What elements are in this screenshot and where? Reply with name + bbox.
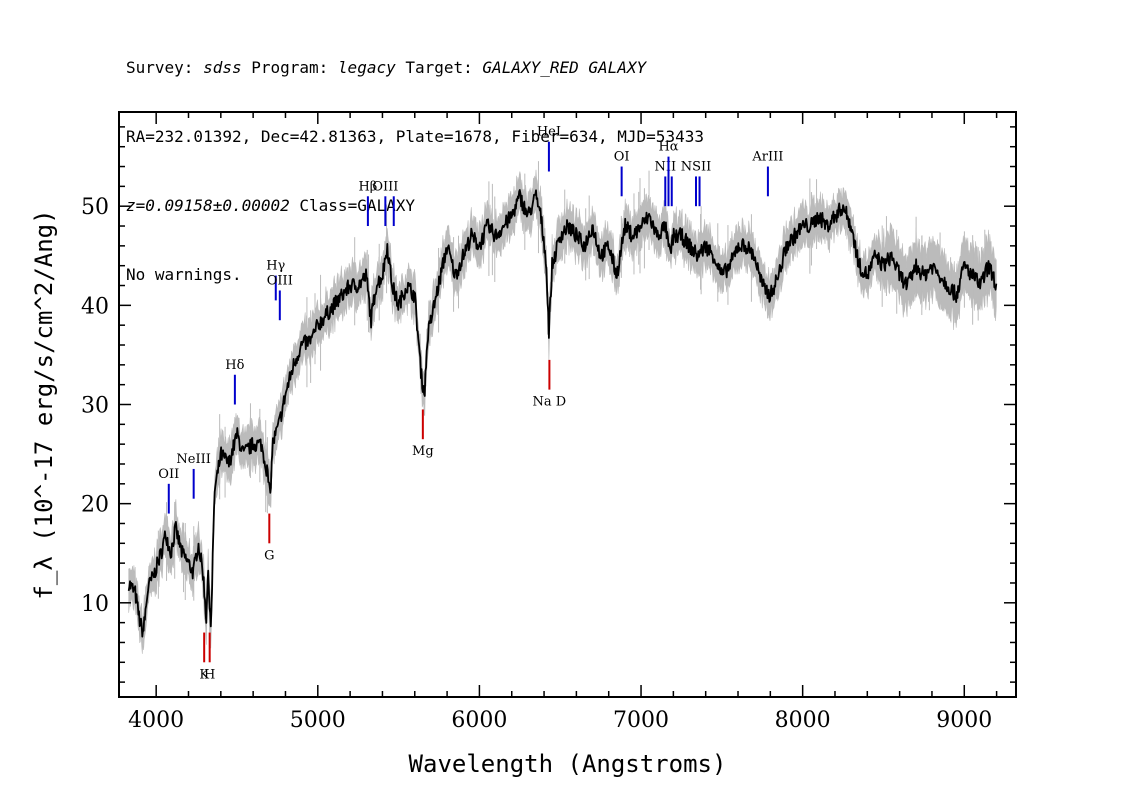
y-tick-label: 40 <box>81 294 109 319</box>
header-text-segment: z=0.09158±0.00002 <box>126 196 290 215</box>
spectral-line-markers: OIINeIIIHδHγOIIIHβOIIIHeIOINIIHαNSIIArII… <box>158 125 783 683</box>
header-line-warnings: No warnings. <box>126 263 704 286</box>
header-text-segment: Program: <box>241 58 338 77</box>
emission-line-label: OIII <box>267 273 293 288</box>
x-tick-label: 7000 <box>613 708 669 733</box>
header-text-segment: RA=232.01392, Dec=42.81363, Plate=1678, … <box>126 127 704 146</box>
emission-line-label: NeIII <box>176 452 210 467</box>
emission-line-label: Hβ <box>358 179 377 194</box>
plot-frame <box>118 111 1017 698</box>
header-text-segment: Target: <box>395 58 483 77</box>
x-tick-label: 9000 <box>936 708 992 733</box>
absorption-line-label: Mg <box>412 444 434 459</box>
emission-line-label: NSII <box>681 159 712 174</box>
flux-line <box>127 189 998 638</box>
header-text-segment: GALAXY_RED GALAXY <box>482 58 647 77</box>
header-text-segment: No warnings. <box>126 265 242 284</box>
emission-line-label: Hδ <box>225 358 244 373</box>
y-tick-label: 30 <box>81 394 109 419</box>
x-tick-label: 5000 <box>290 708 346 733</box>
noise-band-area <box>128 169 997 654</box>
flux-series <box>127 189 998 638</box>
absorption-line-label: G <box>264 548 274 563</box>
emission-line-label: ArIII <box>751 150 783 165</box>
header-text-segment: sdss <box>203 58 242 77</box>
emission-line-label: OII <box>158 467 179 482</box>
absorption-line-label: Na D <box>533 395 567 410</box>
emission-line-label: OIII <box>372 179 398 194</box>
emission-line-label: NII <box>654 159 676 174</box>
axis-ticks: 4000 5000 6000 7000 8000 9000 10 20 30 40 50 <box>81 112 1016 733</box>
x-tick-label: 4000 <box>128 708 184 733</box>
header-line-coordinates: RA=232.01392, Dec=42.81363, Plate=1678, … <box>126 125 704 148</box>
spectrum-header: Survey: sdss Program: legacy Target: GAL… <box>126 10 704 309</box>
y-tick-label: 20 <box>81 493 109 518</box>
x-tick-label: 6000 <box>451 708 507 733</box>
emission-line-label: HeI <box>537 125 561 140</box>
header-text-segment: Survey: <box>126 58 204 77</box>
emission-line-label: OI <box>614 150 630 165</box>
absorption-line-label: H <box>204 667 215 682</box>
absorption-line-label: K <box>199 667 209 682</box>
y-axis-label: f_λ (10^-17 erg/s/cm^2/Ang) <box>30 209 58 599</box>
header-text-segment: legacy <box>337 58 396 77</box>
x-tick-label: 8000 <box>775 708 831 733</box>
emission-line-label: Hα <box>658 140 678 155</box>
header-line-survey: Survey: sdss Program: legacy Target: GAL… <box>126 56 704 79</box>
emission-line-label: Hγ <box>266 259 285 274</box>
y-tick-label: 50 <box>81 195 109 220</box>
y-tick-label: 10 <box>81 592 109 617</box>
x-axis-label: Wavelength (Angstroms) <box>409 750 727 778</box>
